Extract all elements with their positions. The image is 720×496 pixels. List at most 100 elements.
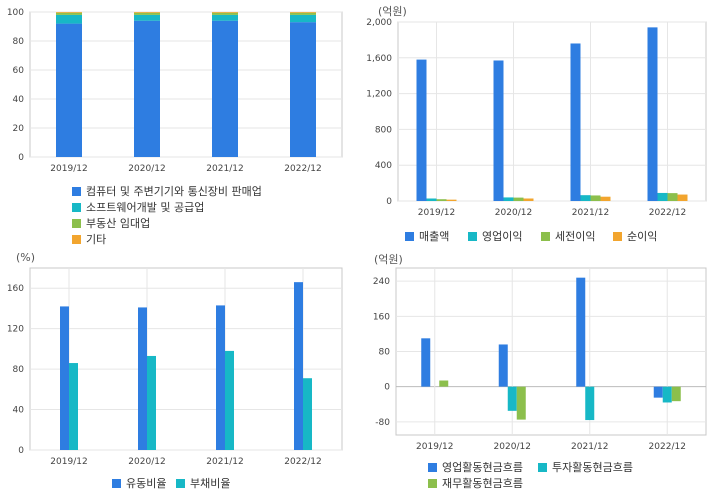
sales-composition-ytick-label: 100	[7, 8, 24, 18]
ratios-ytick-label: 120	[7, 325, 24, 335]
ratios-ytick-label: 40	[13, 406, 25, 416]
ratios-bar	[216, 305, 225, 450]
cashflow-legend-swatch	[538, 462, 547, 472]
cashflow-bar	[516, 386, 526, 420]
sales-composition-legend-swatch	[72, 202, 81, 212]
income-bar	[436, 199, 447, 201]
sales-composition-legend-swatch	[72, 218, 81, 228]
sales-composition-bar	[134, 12, 160, 15]
ratios-ytick-label: 80	[13, 365, 25, 375]
cashflow-chart: -80 0 80 160 240 2019/12 2020/12 2021/12 2022/12	[373, 267, 707, 452]
cashflow-xtick-label: 2019/12	[416, 442, 453, 452]
ratios-legend-item: 부채비율	[176, 477, 230, 491]
ratios-bar	[303, 378, 312, 450]
ratios-bar	[60, 306, 69, 450]
cashflow-bar	[585, 386, 595, 421]
ratios-xtick-label: 2021/12	[206, 457, 243, 467]
sales-composition-bar	[56, 12, 82, 13]
sales-composition-xtick-label: 2022/12	[284, 164, 321, 174]
ratios-legend-item: 유동비율	[112, 477, 166, 491]
sales-composition-xtick-label: 2020/12	[128, 164, 165, 174]
sales-composition-ytick-label: 40	[13, 95, 25, 105]
income-legend-swatch	[613, 231, 622, 241]
income-bar	[416, 59, 427, 202]
sales-composition-ytick-label: 20	[13, 124, 25, 134]
sales-composition-bar	[56, 23, 82, 157]
ratios-legend-swatch	[112, 478, 121, 488]
sales-composition-legend-item: 컴퓨터 및 주변기기와 통신장비 판매업	[72, 185, 262, 199]
cashflow-bar	[498, 344, 508, 387]
ratios-xtick-label: 2020/12	[128, 457, 165, 467]
income-legend-label: 순이익	[627, 230, 658, 243]
income-xtick-label: 2022/12	[649, 208, 686, 218]
cashflow-bar	[662, 386, 672, 403]
sales-composition-panel: 0 20 40 60 80 100 2019/12 2020/12 2021/12 2022/12…	[0, 0, 360, 248]
income-bar	[570, 43, 581, 202]
sales-composition-legend-label: 컴퓨터 및 주변기기와 통신장비 판매업	[86, 185, 262, 198]
sales-composition-legend-item: 기타	[72, 233, 106, 247]
sales-composition-xtick-label: 2019/12	[50, 164, 87, 174]
ratios-unit-label: (%)	[16, 251, 36, 264]
income-legend-label: 매출액	[419, 230, 450, 243]
cashflow-legend-swatch	[428, 478, 437, 488]
ratios-bar	[225, 350, 234, 450]
sales-composition-xtick-label: 2021/12	[206, 164, 243, 174]
cashflow-bar	[421, 338, 431, 387]
income-chart: 0 400 800 1,200 1,600 2,000 2019/12 2020/12 2021…	[366, 18, 707, 218]
sales-composition-legend-label: 기타	[86, 233, 107, 246]
income-legend-label: 영업이익	[482, 230, 523, 243]
cashflow-ytick-label: 240	[373, 277, 390, 287]
sales-composition-bar	[290, 12, 316, 15]
sales-composition-ytick-label: 0	[18, 153, 24, 163]
sales-composition-ytick-label: 60	[13, 66, 25, 76]
income-ytick-label: 800	[375, 125, 392, 135]
cashflow-legend-item: 영업활동현금흐름	[428, 461, 523, 475]
income-panel: (억원) 0 400 800 1,200 1,600 2,000 2019/12 2020/1…	[360, 0, 720, 248]
sales-composition-legend-swatch	[72, 234, 81, 244]
sales-composition-legend-label: 소프트웨어개발 및 공급업	[86, 201, 205, 214]
sales-composition-bar	[56, 12, 82, 15]
income-legend-swatch	[405, 231, 414, 241]
income-legend-item: 영업이익	[468, 230, 522, 244]
income-ytick-label: 1,600	[366, 54, 392, 64]
income-legend-item: 매출액	[405, 230, 449, 244]
income-bar	[580, 195, 591, 201]
cashflow-ytick-label: 80	[379, 348, 391, 358]
income-unit-label: (억원)	[378, 5, 407, 18]
sales-composition-bar	[290, 14, 316, 23]
income-bar	[667, 193, 678, 201]
ratios-bar	[69, 363, 78, 450]
ratios-ytick-label: 0	[18, 446, 24, 456]
cashflow-bar	[653, 386, 663, 398]
income-bar	[523, 198, 534, 201]
income-bar	[677, 194, 688, 201]
income-bar	[503, 197, 514, 201]
income-legend-swatch	[468, 231, 477, 241]
income-xtick-label: 2019/12	[418, 208, 455, 218]
ratios-bar	[138, 307, 147, 450]
sales-composition-chart: 0 20 40 60 80 100 2019/12 2020/12 2021/12 2022/12	[7, 8, 343, 174]
income-legend-label: 세전이익	[555, 230, 596, 243]
cashflow-legend-label: 재무활동현금흐름	[442, 477, 523, 490]
income-bar	[590, 195, 601, 201]
ratios-legend: 유동비율 부채비율	[0, 248, 360, 496]
income-bar	[647, 27, 658, 202]
ratios-xtick-label: 2022/12	[284, 457, 321, 467]
sales-composition-ytick-label: 80	[13, 37, 25, 47]
income-ytick-label: 0	[386, 197, 392, 207]
cashflow-legend-label: 영업활동현금흐름	[442, 461, 523, 474]
sales-composition-bar	[212, 12, 238, 13]
cashflow-bar	[671, 386, 681, 402]
sales-composition-bar	[290, 12, 316, 13]
income-legend-item: 순이익	[613, 230, 657, 244]
cashflow-ytick-label: -80	[375, 418, 390, 428]
income-ytick-label: 2,000	[366, 18, 392, 28]
ratios-chart: 0 40 80 120 160 2019/12 2020/12 2021/12 2022/12	[7, 267, 343, 467]
income-bar	[426, 198, 437, 201]
income-ytick-label: 400	[375, 161, 392, 171]
ratios-ytick-label: 160	[7, 284, 24, 294]
cashflow-ytick-label: 0	[384, 383, 390, 393]
ratios-panel: (%) 0 40 80 120 160 2019/12 2020/12 2021/12 2022…	[0, 248, 360, 496]
ratios-plot-frame	[29, 267, 343, 451]
income-bar	[493, 60, 504, 201]
